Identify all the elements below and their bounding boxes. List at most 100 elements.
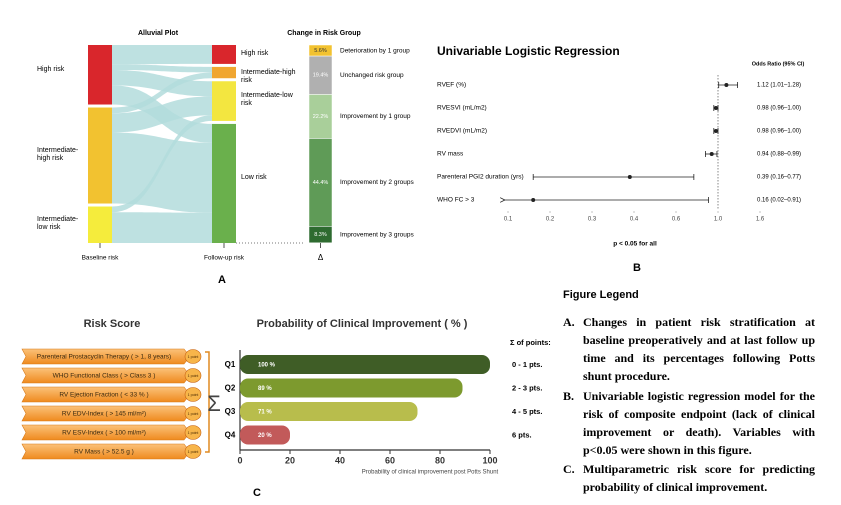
x-axis-label: Δ [318, 253, 324, 262]
point-badge-label: 1 point [188, 393, 199, 397]
bar-label: 71 % [258, 410, 272, 416]
estimate-point [713, 106, 718, 110]
points-header: Σ of points: [510, 338, 551, 347]
risk-score-title: Risk Score [84, 318, 141, 330]
x-tick-label: 0.1 [504, 217, 513, 223]
row-label: RVESVI (mL/m2) [437, 105, 487, 112]
flow [112, 69, 212, 97]
target-node [212, 81, 236, 121]
chart-title: Probability of Clinical Improvement ( % … [257, 318, 468, 330]
points-label: 2 - 3 pts. [512, 383, 542, 392]
chart-title: Alluvial Plot [138, 30, 179, 37]
estimate-point [713, 129, 718, 133]
target-label: Intermediate-high risk [241, 68, 296, 84]
target-label: Low risk [241, 174, 267, 182]
x-tick-label: 60 [385, 455, 395, 465]
note: p < 0.05 for all [613, 241, 657, 248]
x-tick-label: 40 [335, 455, 345, 465]
flow [112, 132, 212, 213]
target-label: High risk [241, 50, 269, 58]
legend-marker: A. [563, 315, 575, 329]
segment-label: 5.6% [314, 48, 327, 54]
panel-label: B [633, 262, 641, 274]
risk-factor-label: RV Ejection Fraction ( < 33 % ) [59, 392, 148, 399]
stage-label: Follow-up risk [204, 255, 245, 262]
estimate-label: 0.16 (0.02–0.91) [757, 198, 801, 204]
point-badge [184, 425, 202, 440]
target-label: Intermediate-low risk [241, 92, 293, 108]
bracket [205, 351, 210, 453]
chart-title: Change in Risk Group [287, 30, 361, 37]
bar [240, 425, 290, 445]
risk-factor-box [21, 443, 191, 460]
source-node [88, 45, 112, 105]
risk-factor-label: RV Mass ( > 52.5 g ) [74, 449, 134, 456]
risk-factor-label: Parenteral Prostacyclin Therapy ( > 1, 8… [37, 354, 171, 361]
estimate-label: 1.12 (1.01–1.28) [757, 83, 801, 89]
estimate-label: 0.98 (0.96–1.00) [757, 106, 801, 112]
point-badge [184, 387, 202, 402]
point-badge [184, 406, 202, 421]
estimate-point [709, 152, 714, 156]
segment-label: 22.2% [313, 114, 329, 120]
y-tick-label: Q4 [225, 431, 236, 440]
point-badge [184, 444, 202, 459]
points-label: 4 - 5 pts. [512, 407, 542, 416]
segment-name: Improvement by 3 groups [340, 231, 414, 238]
x-tick-label: 1.0 [714, 217, 723, 223]
panel-label: A [218, 274, 226, 286]
risk-factor-box [21, 386, 191, 403]
x-tick-label: 20 [285, 455, 295, 465]
target-node [212, 123, 236, 243]
flow [112, 96, 212, 133]
bar-label: 100 % [258, 363, 276, 369]
segment-label: 19.4% [313, 73, 329, 79]
bar [240, 402, 418, 421]
estimate-label: 0.94 (0.88–0.99) [757, 152, 801, 158]
risk-factor-label: RV ESV-Index ( > 100 ml/m²) [62, 430, 146, 437]
row-label: RVEF (%) [437, 82, 466, 89]
point-badge [184, 368, 202, 383]
flow [112, 212, 212, 243]
segment [308, 226, 333, 244]
x-tick-label: 0.3 [588, 217, 597, 223]
point-badge-label: 1 point [188, 374, 199, 378]
point-badge [184, 349, 202, 364]
row-label: Parenteral PGI2 duration (yrs) [437, 174, 524, 181]
segment-label: 8.3% [314, 232, 327, 238]
legend-text: Multiparametric risk score for predictin… [583, 462, 815, 494]
chart-title: Univariable Logistic Regression [437, 44, 620, 58]
legend-text: Univariable logistic regression model fo… [583, 389, 815, 457]
risk-factor-box [21, 348, 191, 365]
legend-title: Figure Legend [563, 289, 639, 301]
row-label: RV mass [437, 151, 464, 158]
bar [240, 355, 490, 374]
points-label: 0 - 1 pts. [512, 360, 542, 369]
segment-name: Unchanged risk group [340, 72, 404, 79]
stage-label: Baseline risk [82, 255, 120, 262]
point-badge-label: 1 point [188, 412, 199, 416]
estimate-label: 0.39 (0.16–0.77) [757, 175, 801, 181]
source-label: High risk [37, 65, 65, 73]
row-label: WHO FC > 3 [437, 197, 475, 204]
bar [240, 378, 463, 398]
y-tick-label: Q3 [225, 407, 236, 416]
legend-text: Changes in patient risk stratification a… [583, 315, 815, 383]
flow [112, 78, 212, 207]
point-badge-label: 1 point [188, 431, 199, 435]
segment-label: 44.4% [313, 180, 329, 186]
flow [112, 115, 212, 213]
bar-label: 89 % [258, 386, 272, 392]
panel-label: C [253, 487, 261, 499]
estimate-point [531, 198, 536, 202]
risk-factor-box [21, 405, 191, 422]
flow [112, 64, 212, 73]
x-tick-label: 80 [435, 455, 445, 465]
x-tick-label: 0.2 [546, 217, 555, 223]
target-node [212, 45, 236, 64]
sum-symbol: Σ [207, 391, 221, 416]
estimate-point [724, 83, 729, 87]
estimate-point [627, 175, 632, 179]
y-tick-label: Q1 [225, 360, 236, 369]
